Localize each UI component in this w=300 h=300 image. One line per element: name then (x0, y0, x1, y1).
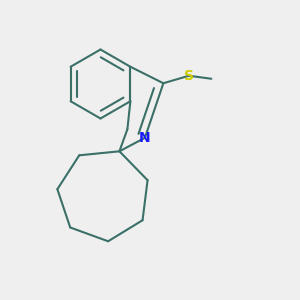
Text: S: S (184, 69, 194, 83)
Text: N: N (139, 131, 151, 145)
